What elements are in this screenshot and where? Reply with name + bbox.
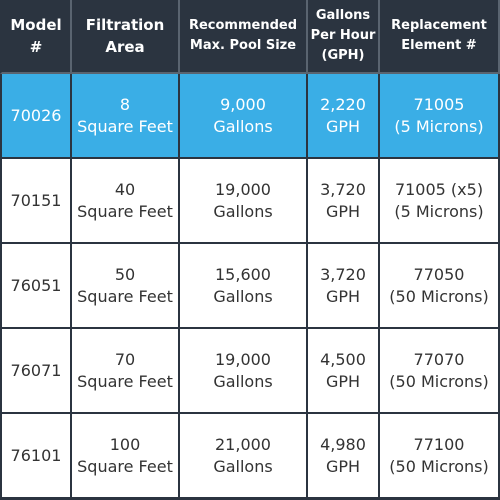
cell-line: 21,000 [215,434,271,454]
cell-line: 2,220 [320,94,366,114]
cell-line: (50 Microns) [389,456,489,476]
cell-line: Square Feet [77,116,173,136]
cell-line: 70026 [10,105,62,125]
cell-line: # [29,38,43,56]
cell-line: (5 Microns) [394,116,484,136]
cell-line: 4,500 [320,349,366,369]
cell-line: Max. Pool Size [189,38,297,53]
cell-line: 76101 [10,445,62,465]
cell-line: Square Feet [77,286,173,306]
cell-line: (GPH) [321,48,365,63]
cell-line: Square Feet [77,456,173,476]
cell-line: Gallons [213,116,273,136]
cell-line: Gallons [315,8,371,23]
table-cell: 76071 [0,329,72,414]
table-cell: 100 Square Feet [72,414,180,499]
cell-line: 9,000 [220,94,266,114]
cell-line: 50 [114,264,136,284]
cell-line: (50 Microns) [389,371,489,391]
cell-line: 15,600 [215,264,271,284]
table-cell: 40 Square Feet [72,159,180,244]
cell-line: Filtration [85,16,165,34]
cell-line: 4,980 [320,434,366,454]
table-cell: 3,720 GPH [308,159,380,244]
table-cell: 8 Square Feet [72,74,180,159]
cell-line: 19,000 [215,179,271,199]
table-cell: 71005 (5 Microns) [380,74,500,159]
cell-line: 77070 [413,349,465,369]
cell-line: 71005 (x5) [394,179,484,199]
cell-line: 8 [119,94,131,114]
cell-line: Square Feet [77,371,173,391]
table-cell: 76101 [0,414,72,499]
cell-line: Gallons [213,456,273,476]
cell-line: 100 [109,434,141,454]
cell-line: Per Hour [310,28,376,43]
cell-line: 77100 [413,434,465,454]
table-cell: 70026 [0,74,72,159]
cell-line: Area [105,38,145,56]
table-cell: 76051 [0,244,72,329]
cell-line: Recommended [188,18,298,33]
table-cell: 70151 [0,159,72,244]
header-cell: Filtration Area [72,0,180,74]
cell-line: Model [10,16,62,34]
table-cell: 77070 (50 Microns) [380,329,500,414]
table-cell: 19,000 Gallons [180,329,308,414]
cell-line: 70151 [10,190,62,210]
cell-line: 3,720 [320,264,366,284]
table-cell: 4,500 GPH [308,329,380,414]
table-cell: 9,000 Gallons [180,74,308,159]
header-cell: Model # [0,0,72,74]
cell-line: 70 [114,349,136,369]
table-cell: 50 Square Feet [72,244,180,329]
table-cell: 77050 (50 Microns) [380,244,500,329]
header-cell: Gallons Per Hour (GPH) [308,0,380,74]
table-cell: 71005 (x5) (5 Microns) [380,159,500,244]
cell-line: GPH [325,201,361,221]
cell-line: GPH [325,456,361,476]
cell-line: 19,000 [215,349,271,369]
table-cell: 4,980 GPH [308,414,380,499]
cell-line: Square Feet [77,201,173,221]
cell-line: GPH [325,286,361,306]
cell-line: 40 [114,179,136,199]
cell-line: GPH [325,371,361,391]
table-cell: 19,000 Gallons [180,159,308,244]
cell-line: Replacement [391,18,487,33]
header-cell: Recommended Max. Pool Size [180,0,308,74]
cell-line: 3,720 [320,179,366,199]
cell-line: 71005 [413,94,465,114]
cell-line: GPH [325,116,361,136]
table-cell: 2,220 GPH [308,74,380,159]
table-cell: 77100 (50 Microns) [380,414,500,499]
cell-line: Gallons [213,201,273,221]
cell-line: 76051 [10,275,62,295]
cell-line: 76071 [10,360,62,380]
cell-line: (50 Microns) [389,286,489,306]
cell-line: (5 Microns) [394,201,484,221]
cell-line: 77050 [413,264,465,284]
table-cell: 15,600 Gallons [180,244,308,329]
table-cell: 3,720 GPH [308,244,380,329]
cell-line: Gallons [213,371,273,391]
table-cell: 70 Square Feet [72,329,180,414]
header-cell: Replacement Element # [380,0,500,74]
cell-line: Element # [401,38,477,53]
cell-line: Gallons [213,286,273,306]
table-cell: 21,000 Gallons [180,414,308,499]
